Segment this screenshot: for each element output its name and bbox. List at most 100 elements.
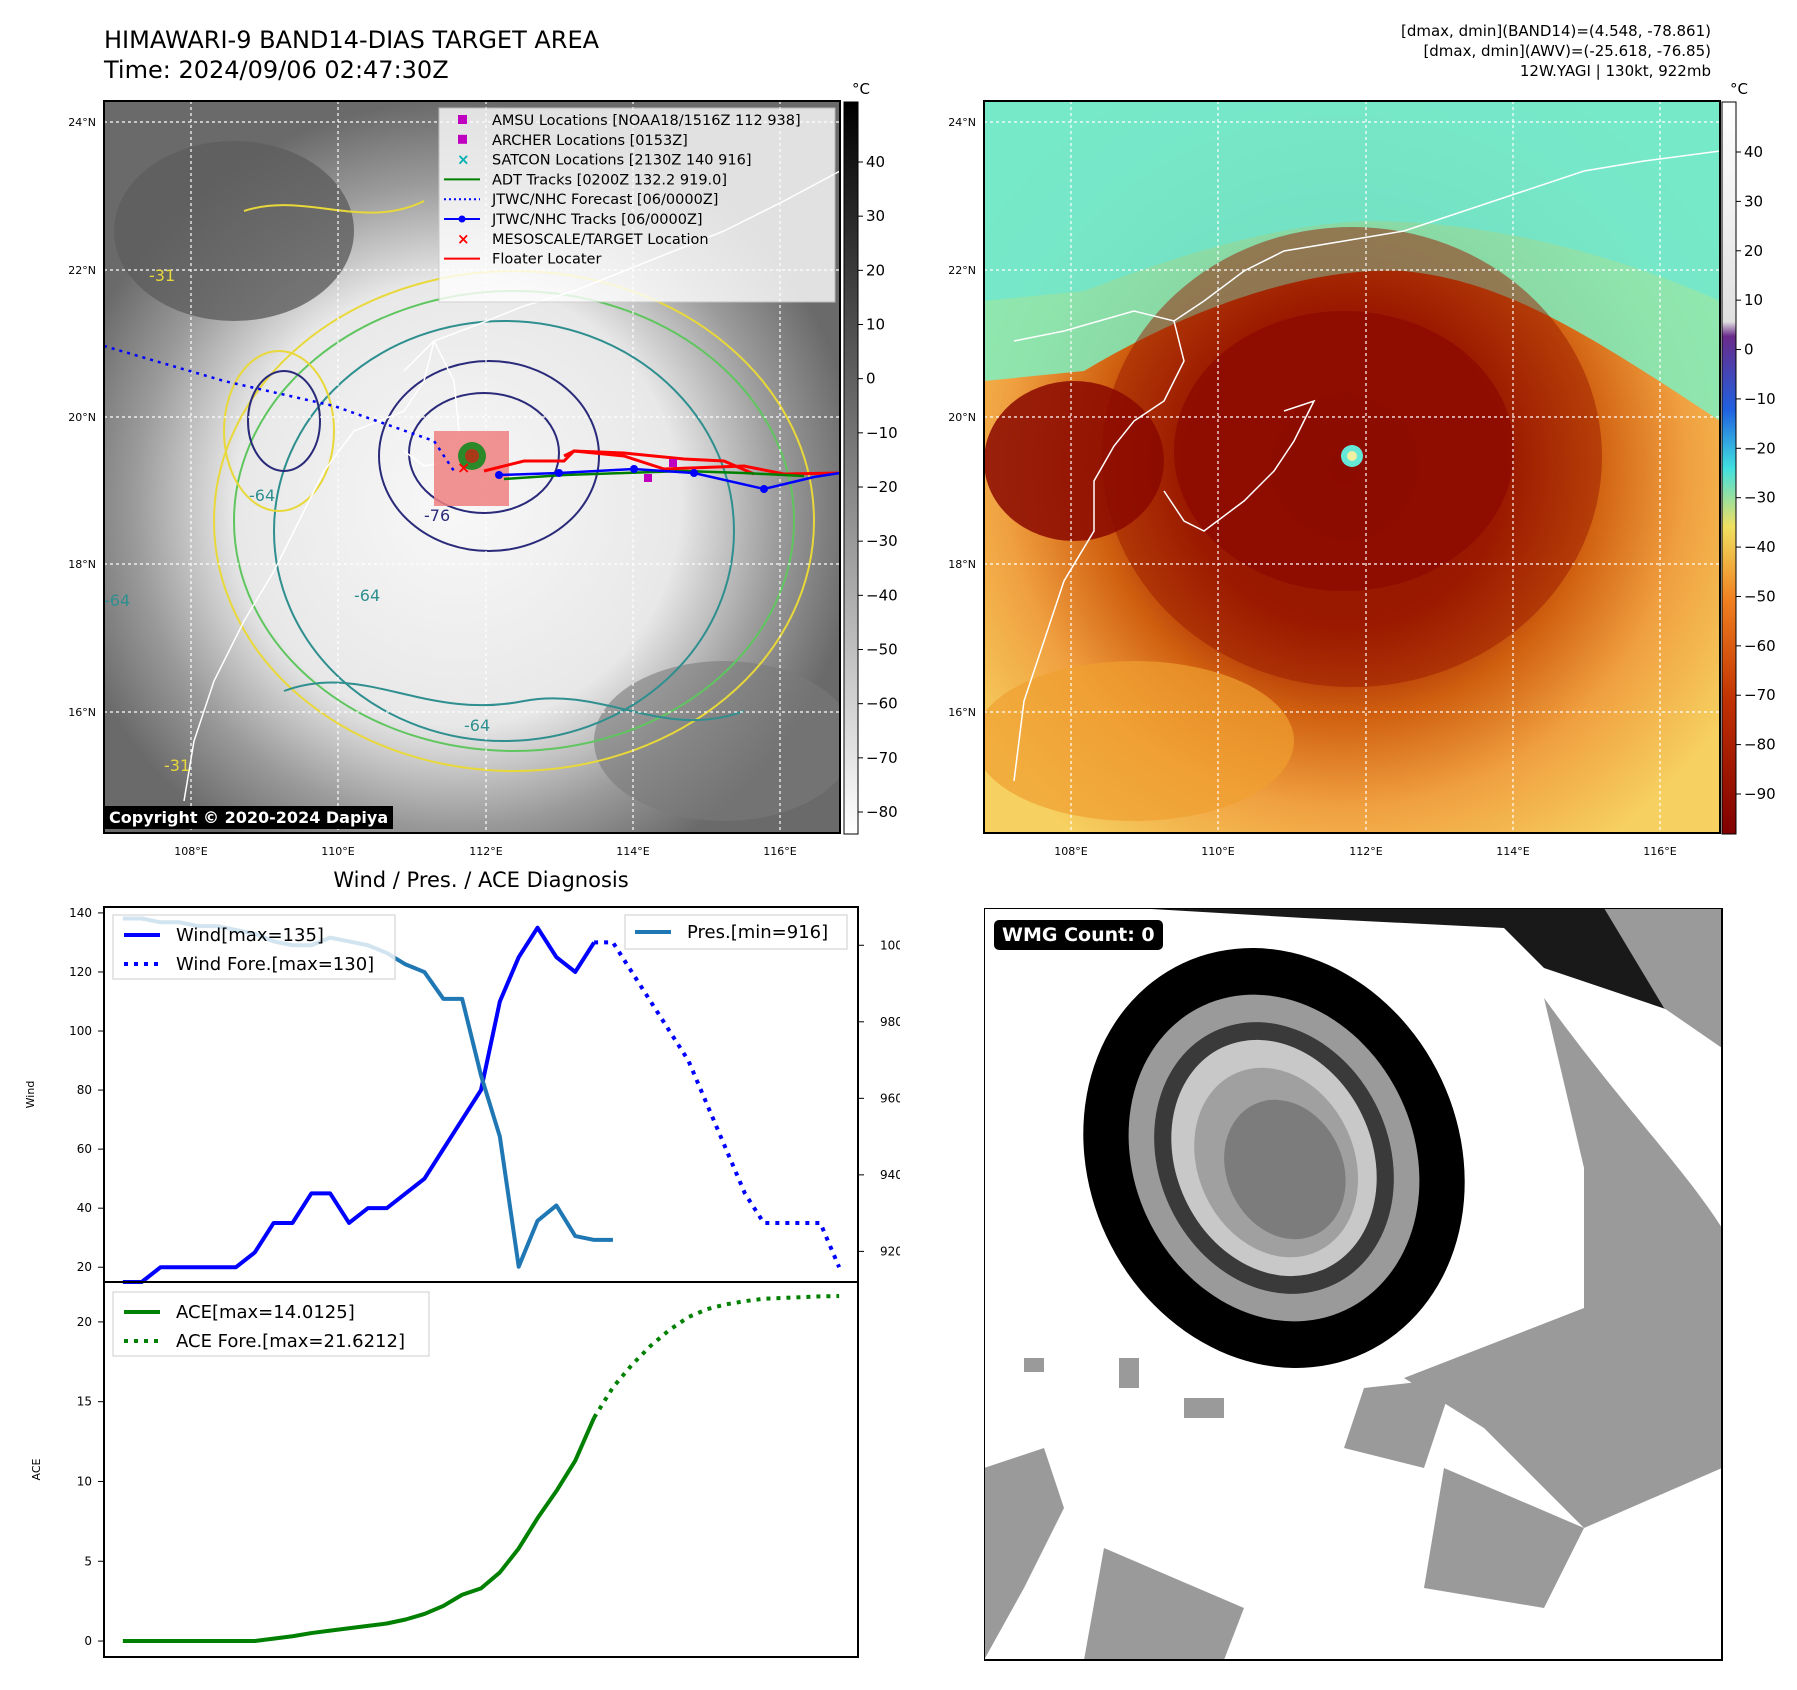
lat-label: 18°N — [948, 558, 976, 571]
colorbar-label: 0 — [1744, 341, 1754, 359]
lat-label: 24°N — [948, 116, 976, 129]
legend-label: SATCON Locations [2130Z 140 916] — [492, 153, 751, 169]
contour-label: -64 — [104, 591, 130, 610]
ace-legend-box — [112, 1291, 430, 1357]
lat-label: 22°N — [68, 264, 96, 277]
y-tick-label: 15 — [77, 1395, 92, 1409]
colorbar-label: −20 — [1744, 439, 1776, 457]
legend-label: ACE Fore.[max=21.6212] — [176, 1331, 405, 1352]
colorbar-label: −70 — [1744, 686, 1776, 704]
left-map-axes: 24°N 22°N 20°N 18°N 16°N 108°E 110°E 112… — [68, 100, 841, 858]
contour-label: -31 — [164, 756, 190, 775]
legend-label: MESOSCALE/TARGET Location — [492, 232, 709, 248]
legend-label: Pres.[min=916] — [687, 922, 828, 943]
lon-label: 114°E — [616, 845, 649, 858]
y-right-tick-label: 920 — [880, 1244, 900, 1258]
adt-track — [503, 469, 805, 481]
lon-label: 110°E — [321, 845, 354, 858]
contour-label: -76 — [424, 506, 450, 525]
lon-label: 112°E — [1349, 845, 1382, 858]
legend-label: Wind[max=135] — [176, 925, 324, 946]
colorbar-label: 40 — [866, 153, 885, 171]
lon-label: 116°E — [1643, 845, 1676, 858]
map-legend — [438, 107, 836, 303]
series-line — [592, 1294, 840, 1419]
y-tick-label: 40 — [77, 1201, 92, 1215]
lon-label: 108°E — [1054, 845, 1087, 858]
storm-eye-core — [465, 449, 479, 463]
y-tick-label: 140 — [69, 906, 92, 920]
colorbar-label: −30 — [1744, 489, 1776, 507]
legend-label: ACE[max=14.0125] — [176, 1302, 355, 1323]
colorbar-label: 30 — [866, 207, 885, 225]
wind-axis-label: Wind — [24, 1081, 37, 1109]
diagnosis-charts: Wind / Pres. / ACE Diagnosis 20406080100… — [24, 868, 900, 1658]
colorbar-label: −30 — [866, 532, 898, 550]
archer-marker — [669, 459, 677, 467]
colorbar-unit: °C — [852, 80, 870, 98]
colorbar-label: −40 — [866, 586, 898, 604]
contour-label: -64 — [249, 486, 275, 505]
colorbar-label: −20 — [866, 478, 898, 496]
colorbar-label: −90 — [1744, 785, 1776, 803]
lat-label: 18°N — [68, 558, 96, 571]
left-colorbar: °C 40 30 20 10 0 −10 −20 −30 −40 −50 −60 −70 −80 — [843, 80, 898, 835]
y-tick-label: 5 — [84, 1554, 92, 1568]
floater-locater-line — [483, 449, 840, 476]
ace-axis-label: ACE — [30, 1458, 43, 1480]
colorbar-label: −50 — [866, 641, 898, 659]
legend-label: JTWC/NHC Tracks [06/0000Z] — [491, 212, 703, 228]
y-right-tick-label: 940 — [880, 1168, 900, 1182]
wmg-panel — [984, 908, 1723, 1661]
y-tick-label: 0 — [84, 1634, 92, 1648]
wind-legend-box — [112, 914, 396, 980]
legend-label: JTWC/NHC Forecast [06/0000Z] — [491, 192, 718, 208]
colorbar-label: −10 — [1744, 390, 1776, 408]
colorbar-label: 0 — [866, 370, 876, 388]
figure-title: HIMAWARI-9 BAND14-DIAS TARGET AREA — [104, 26, 600, 54]
y-tick-label: 20 — [77, 1260, 92, 1274]
storm-info: 12W.YAGI | 130kt, 922mb — [1519, 62, 1711, 80]
legend-marker: × — [457, 230, 470, 248]
legend-label: Floater Locater — [492, 252, 601, 268]
storm-eye-core — [1347, 451, 1357, 461]
ace-axes-frame — [103, 1281, 859, 1658]
floater-locater-segment — [563, 449, 755, 476]
y-right-tick-label: 1000 — [880, 938, 900, 952]
series-line — [122, 1416, 596, 1644]
colorbar-label: −80 — [866, 803, 898, 821]
y-tick-label: 10 — [77, 1474, 92, 1488]
track-point — [555, 469, 563, 477]
figure-time: Time: 2024/09/06 02:47:30Z — [104, 56, 449, 84]
ir-map-left: -31 -64 -76 -64 -64 -64 -31 × AMSU Locat… — [104, 101, 840, 833]
lon-label: 116°E — [763, 845, 796, 858]
y-tick-label: 80 — [77, 1083, 92, 1097]
copyright-notice: Copyright © 2020-2024 Dapiya — [104, 806, 394, 829]
lon-label: 108°E — [174, 845, 207, 858]
legend-marker — [458, 134, 467, 144]
right-colorbar: °C 40 30 20 10 0 −10 −20 −30 −40 −50 −60 −70 −80 −90 — [1721, 80, 1776, 835]
colorbar-label: 40 — [1744, 143, 1763, 161]
lat-label: 16°N — [948, 706, 976, 719]
amsu-marker — [644, 474, 652, 482]
y-tick-label: 100 — [69, 1024, 92, 1038]
mesoscale-target-marker: × — [457, 458, 470, 477]
right-map-axes: 24°N 22°N 20°N 18°N 16°N 108°E 110°E 112… — [948, 100, 1721, 858]
legend-marker: × — [457, 151, 470, 169]
lat-label: 22°N — [948, 264, 976, 277]
colorbar-label: −60 — [1744, 637, 1776, 655]
y-tick-label: 20 — [77, 1315, 92, 1329]
legend-label: Wind Fore.[max=130] — [176, 954, 374, 975]
legend-label: AMSU Locations [NOAA18/1516Z 112 938] — [492, 113, 801, 129]
track-point — [630, 465, 638, 473]
diagnosis-title: Wind / Pres. / ACE Diagnosis — [333, 868, 628, 892]
series-line — [122, 925, 596, 1284]
legend-label: ADT Tracks [0200Z 132.2 919.0] — [492, 172, 727, 188]
legend-marker — [458, 215, 466, 223]
y-tick-label: 120 — [69, 965, 92, 979]
track-point — [760, 485, 768, 493]
lat-label: 24°N — [68, 116, 96, 129]
legend-marker — [458, 115, 467, 124]
colorbar-label: 10 — [866, 316, 885, 334]
colorbar-label: 10 — [1744, 291, 1763, 309]
